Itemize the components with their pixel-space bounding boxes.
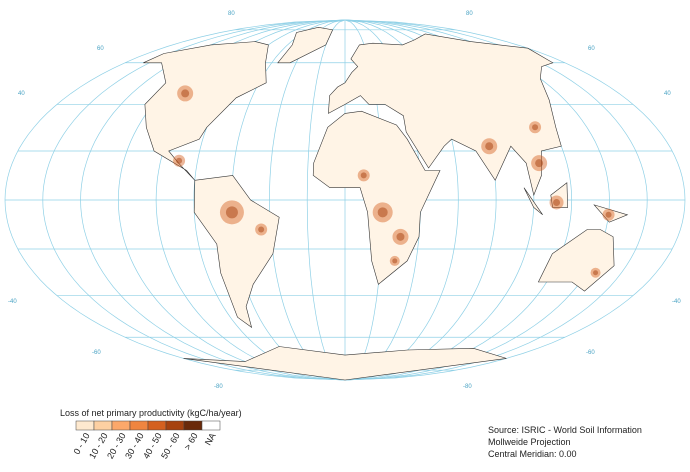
legend-swatch	[129, 420, 149, 431]
degradation-patch	[396, 232, 405, 241]
graticule-label: 80	[228, 11, 235, 17]
legend-swatch	[111, 420, 131, 431]
legend-swatch	[147, 420, 167, 431]
degradation-patch	[535, 159, 544, 168]
graticule-label: 60	[588, 46, 595, 52]
legend-label: > 60	[182, 431, 200, 451]
degradation-patch	[605, 211, 612, 218]
legend-swatch	[201, 420, 221, 431]
legend-swatch	[183, 420, 203, 431]
source-line: Central Meridian: 0.00	[488, 449, 577, 459]
graticule	[4, 19, 686, 381]
legend-label: NA	[203, 431, 218, 447]
graticule-label: -40	[672, 299, 681, 305]
graticule-label: -40	[8, 299, 17, 305]
degradation-patch	[553, 198, 561, 206]
legend-title: Loss of net primary productivity (kgC/ha…	[60, 408, 242, 418]
source-line: Mollweide Projection	[488, 437, 571, 447]
degradation-patch	[225, 206, 238, 219]
degradation-patch	[181, 89, 190, 98]
legend-swatch	[75, 420, 95, 431]
landmass	[523, 187, 543, 216]
landmass	[193, 175, 280, 329]
landmass	[312, 110, 441, 285]
legend-swatch	[165, 420, 185, 431]
degradation-patch	[377, 207, 388, 218]
graticule-label: 40	[18, 91, 25, 97]
landmass	[277, 26, 334, 64]
degradation-patch	[258, 226, 265, 233]
degradation-patch	[485, 142, 494, 151]
landmass	[537, 229, 615, 292]
degradation-patch	[176, 157, 183, 164]
degradation-patch	[392, 258, 398, 264]
graticule-label: 60	[97, 46, 104, 52]
degradation-patch	[593, 270, 599, 276]
landmass	[183, 346, 507, 381]
degradation-patch	[532, 124, 539, 131]
graticule-label: -80	[214, 384, 223, 390]
degradation-patch	[360, 172, 367, 179]
landmass	[143, 41, 269, 181]
source-line: Source: ISRIC - World Soil Information	[488, 425, 642, 435]
graticule-label: 40	[664, 91, 671, 97]
legend-swatch	[93, 420, 113, 431]
graticule-label: 80	[466, 11, 473, 17]
landmass	[328, 33, 562, 197]
land	[143, 26, 629, 381]
graticule-label: -80	[463, 384, 472, 390]
graticule-label: -60	[92, 350, 101, 356]
graticule-label: -60	[586, 350, 595, 356]
graticule-labels: 80 80 60 60 40 40 -40 -40 -60 -60 -80 -80	[8, 11, 681, 390]
